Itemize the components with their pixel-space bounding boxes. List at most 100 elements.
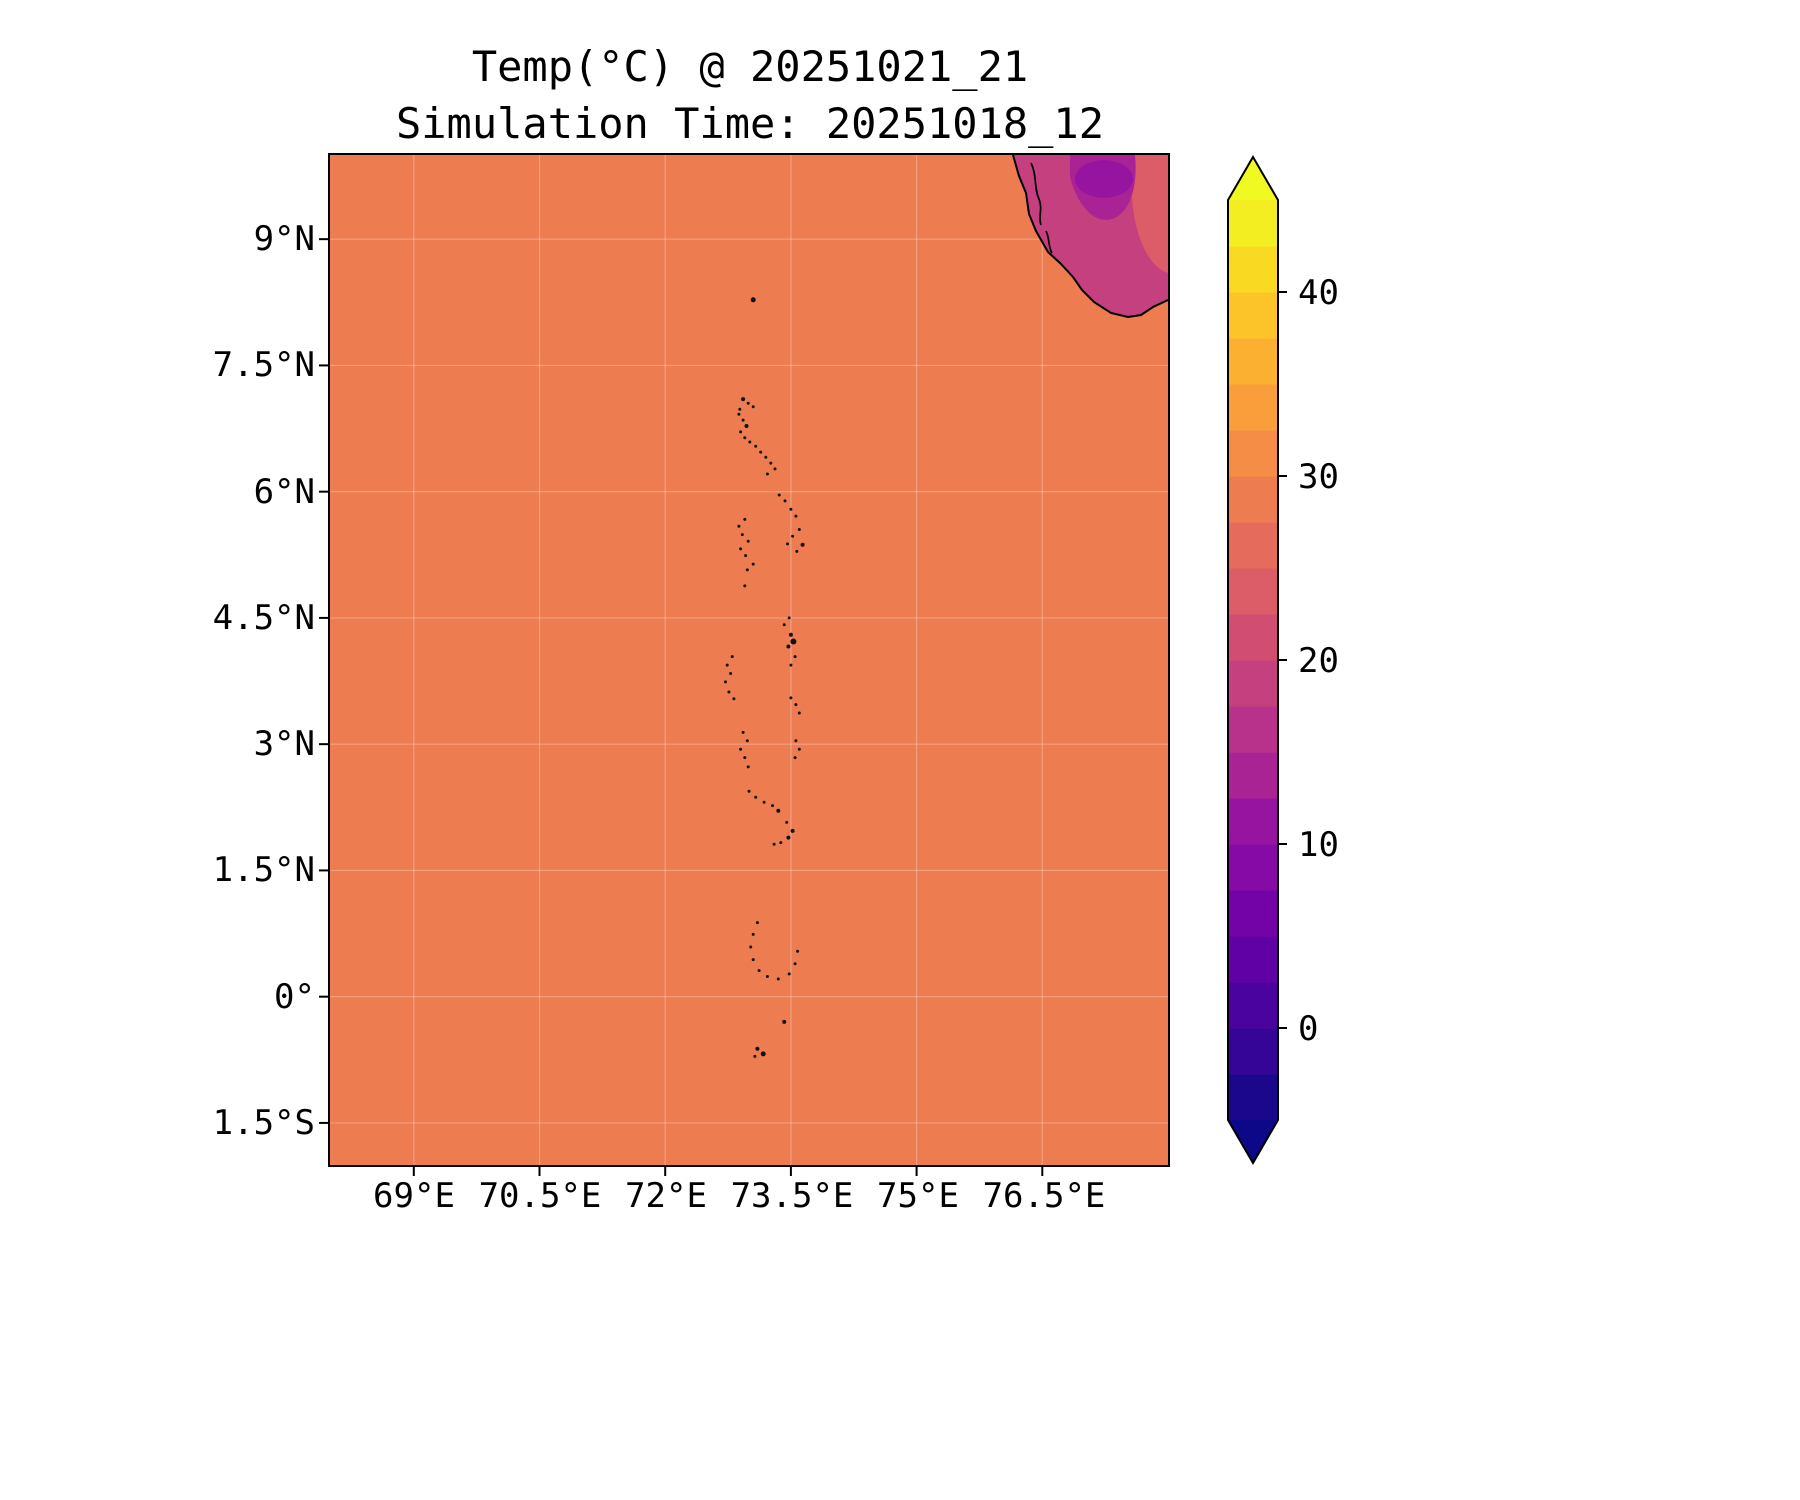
island-dot <box>766 975 769 978</box>
y-tick-label-6n: 6°N <box>105 472 315 512</box>
island-dot <box>749 946 752 949</box>
island-dot <box>727 691 730 694</box>
y-tick-label-0: 0° <box>105 977 315 1017</box>
colorbar-tick-label: 10 <box>1298 825 1339 865</box>
india-land-cooler-patch <box>1075 160 1133 198</box>
island-dot <box>795 550 798 553</box>
colorbar-band <box>1228 936 1278 983</box>
island-dot <box>739 430 742 433</box>
island-dot <box>737 525 740 528</box>
colorbar: 0 10 20 30 40 <box>1228 155 1378 1165</box>
colorbar-band <box>1228 430 1278 477</box>
colorbar-tick-label: 0 <box>1298 1009 1318 1049</box>
plot-title-line1: Temp(°C) @ 20251021_21 <box>310 38 1190 95</box>
island-dot <box>748 441 751 444</box>
colorbar-band <box>1228 568 1278 615</box>
colorbar-band <box>1228 292 1278 339</box>
island-dot <box>789 633 793 637</box>
colorbar-band <box>1228 200 1278 247</box>
island-dot <box>726 664 729 667</box>
colorbar-band <box>1228 338 1278 385</box>
island-dot <box>724 680 727 683</box>
island-dot <box>743 436 746 439</box>
island-dot <box>751 297 756 302</box>
island-dot <box>794 655 797 658</box>
map-plot-area <box>328 153 1170 1167</box>
island-dot <box>786 645 790 649</box>
island-dot <box>779 841 782 844</box>
island-dot <box>739 748 742 751</box>
island-dot <box>791 535 794 538</box>
temperature-map-figure: Temp(°C) @ 20251021_21 Simulation Time: … <box>0 0 1800 1500</box>
island-dot <box>794 703 797 706</box>
island-dot <box>769 462 772 465</box>
y-tick-label-9n: 9°N <box>105 219 315 259</box>
island-dot <box>729 672 732 675</box>
y-tick-label-1-5n: 1.5°N <box>105 850 315 890</box>
island-dot <box>752 563 755 566</box>
colorbar-tick-label: 20 <box>1298 641 1339 681</box>
island-dot <box>794 962 797 965</box>
island-dot <box>752 933 755 936</box>
island-dot <box>773 843 776 846</box>
colorbar-tick-label: 30 <box>1298 457 1339 497</box>
map-canvas <box>330 155 1168 1165</box>
colorbar-band <box>1228 476 1278 523</box>
plot-title-line2: Simulation Time: 20251018_12 <box>310 95 1190 152</box>
island-dot <box>766 473 769 476</box>
island-dot <box>790 639 796 645</box>
y-tick-label-1-5s: 1.5°S <box>105 1103 315 1143</box>
island-dot <box>747 765 750 768</box>
island-dot <box>777 978 780 981</box>
island-dot <box>739 547 742 550</box>
island-dot <box>771 804 774 807</box>
island-dot <box>754 445 757 448</box>
island-dot <box>778 494 781 497</box>
island-dot <box>788 972 791 975</box>
island-dot <box>774 467 777 470</box>
colorbar-tick-label: 40 <box>1298 273 1339 313</box>
island-dot <box>755 1047 759 1051</box>
colorbar-band <box>1228 752 1278 799</box>
island-dot <box>798 528 801 531</box>
colorbar-band <box>1228 1028 1278 1075</box>
island-dot <box>798 712 801 715</box>
island-dot <box>786 836 790 840</box>
island-dot <box>752 958 755 961</box>
colorbar-band <box>1228 890 1278 937</box>
island-dot <box>801 543 805 547</box>
island-dot <box>732 697 735 700</box>
island-dot <box>784 499 787 502</box>
colorbar-band <box>1228 246 1278 293</box>
y-tick-label-7-5n: 7.5°N <box>105 345 315 385</box>
island-dot <box>758 969 761 972</box>
island-dot <box>746 739 749 742</box>
island-dot <box>741 533 744 536</box>
island-dot <box>748 790 751 793</box>
island-dot <box>763 801 766 804</box>
island-dot <box>742 419 745 422</box>
island-dot <box>786 542 789 545</box>
plot-title: Temp(°C) @ 20251021_21 Simulation Time: … <box>310 38 1190 152</box>
island-dot <box>776 809 780 813</box>
island-dot <box>756 921 759 924</box>
colorbar-band <box>1228 844 1278 891</box>
island-dot <box>743 756 746 759</box>
island-dot <box>794 756 797 759</box>
island-dot <box>742 731 745 734</box>
island-dot <box>737 413 740 416</box>
colorbar-band <box>1228 982 1278 1029</box>
island-dot <box>753 1055 756 1058</box>
colorbar-band <box>1228 798 1278 845</box>
island-dot <box>738 408 741 411</box>
island-dot <box>788 616 791 619</box>
island-dot <box>783 623 786 626</box>
island-dot <box>743 518 746 521</box>
island-dot <box>747 540 750 543</box>
island-dot <box>782 1020 786 1024</box>
colorbar-band <box>1228 614 1278 661</box>
island-dot <box>794 739 797 742</box>
colorbar-band <box>1228 384 1278 431</box>
island-dot <box>785 821 788 824</box>
colorbar-over-arrow <box>1228 157 1278 200</box>
